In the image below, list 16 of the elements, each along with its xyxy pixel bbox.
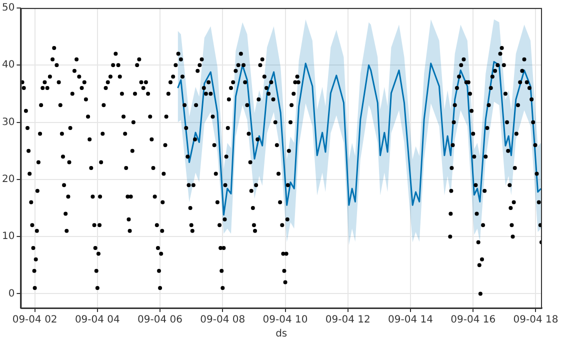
x-tick-label: 09-04 10 [262, 314, 308, 326]
y-tick-label: 50 [2, 2, 15, 14]
y-tick-label: 20 [2, 174, 15, 186]
y-tick-label: 0 [8, 288, 15, 300]
y-tick-label: 30 [2, 116, 15, 128]
x-tick-label: 09-04 18 [513, 314, 558, 326]
x-tick-label: 09-04 08 [200, 314, 246, 326]
x-tick-label: 09-04 14 [388, 314, 433, 326]
x-tick-label: 09-04 04 [74, 314, 120, 326]
x-tick-label: 09-04 06 [138, 314, 183, 326]
x-tick-label: 09-04 16 [450, 314, 496, 326]
x-axis-title: ds [276, 328, 288, 340]
y-tick-label: 40 [2, 60, 15, 71]
x-tick-label: 09-04 12 [325, 314, 370, 326]
x-tick-label: 09-04 02 [12, 314, 58, 326]
y-tick-label: 10 [2, 231, 15, 242]
